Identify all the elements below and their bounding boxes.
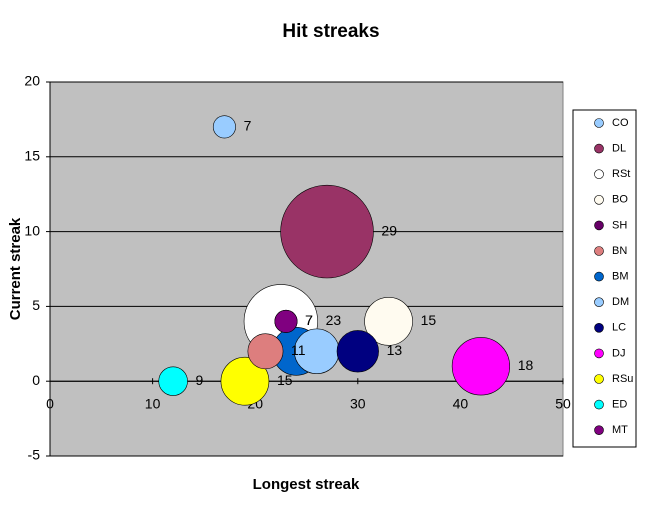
bubble [212, 115, 236, 139]
legend-label: RSt [612, 168, 630, 180]
bubble [247, 333, 284, 370]
legend-marker [594, 425, 604, 436]
legend-marker [594, 118, 604, 128]
legend-marker [594, 348, 604, 359]
x-tick-label: 0 [46, 396, 54, 412]
bubble [364, 297, 413, 346]
legend-label: MT [612, 424, 628, 436]
legend-label: SH [612, 219, 627, 231]
legend-marker [594, 169, 604, 179]
bubble [220, 356, 270, 406]
data-label: 11 [291, 342, 306, 358]
legend-marker [594, 143, 604, 154]
legend-label: BM [612, 271, 629, 283]
legend-label: LC [612, 322, 626, 334]
x-tick-label: 30 [350, 396, 366, 412]
legend-label: CO [612, 117, 629, 129]
y-tick-label: 20 [24, 73, 40, 89]
x-tick-label: 10 [145, 396, 161, 412]
data-label: 15 [421, 312, 437, 328]
legend-marker [594, 220, 604, 231]
y-tick-label: 10 [24, 222, 40, 238]
legend-marker [594, 374, 604, 384]
bubble [158, 366, 188, 396]
data-label: 9 [196, 372, 204, 388]
bubble [336, 330, 379, 373]
y-tick-label: -5 [28, 447, 41, 463]
data-label: 29 [381, 222, 397, 238]
legend-label: BO [612, 194, 628, 206]
legend-label: RSu [612, 373, 633, 385]
legend-marker [594, 271, 604, 282]
chart-title: Hit streaks [282, 21, 379, 42]
data-label: 7 [305, 312, 313, 328]
legend-marker [594, 399, 604, 410]
x-tick-label: 50 [555, 396, 571, 412]
x-axis-label: Longest streak [253, 476, 360, 493]
bubble [280, 184, 374, 279]
legend-marker [594, 297, 604, 308]
y-axis-label: Current streak [7, 217, 24, 320]
legend-label: BN [612, 245, 627, 257]
bubble [451, 337, 511, 396]
y-tick-label: 5 [32, 297, 40, 313]
data-label: 7 [305, 312, 313, 328]
data-label: 18 [518, 357, 534, 373]
data-label: 23 [326, 312, 342, 328]
legend-label: DJ [612, 347, 625, 359]
legend-label: DM [612, 296, 629, 308]
legend-marker [594, 195, 604, 205]
y-tick-label: 0 [32, 372, 40, 388]
legend [572, 109, 637, 448]
data-label: 7 [244, 118, 252, 134]
legend-marker [594, 322, 604, 333]
x-tick-label: 40 [453, 396, 469, 412]
data-label: 15 [277, 372, 293, 388]
y-tick-label: 15 [24, 148, 40, 164]
legend-marker [594, 246, 604, 256]
legend-label: ED [612, 399, 627, 411]
data-label: 13 [387, 342, 403, 358]
bubble [274, 309, 298, 333]
legend-label: DL [612, 143, 626, 155]
